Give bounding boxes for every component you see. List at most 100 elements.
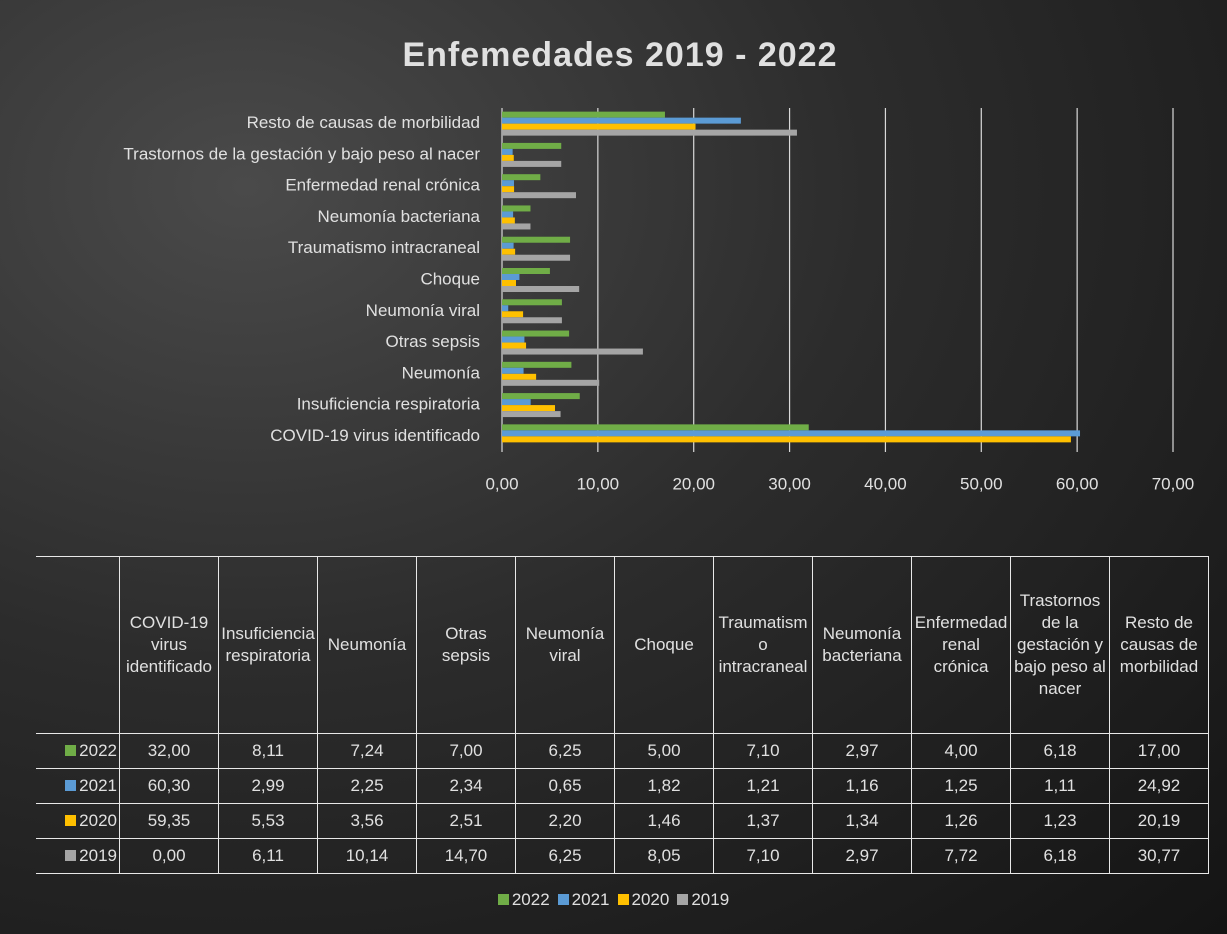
bar bbox=[502, 160, 562, 167]
row-label: 2020 bbox=[36, 803, 120, 839]
bar bbox=[502, 373, 537, 380]
table-cell: 6,18 bbox=[1010, 838, 1110, 874]
y-tick-label: Choque bbox=[420, 269, 480, 288]
data-table: COVID-19 virus identificado Insuficiencia… bbox=[36, 556, 1209, 874]
legend-swatch bbox=[617, 894, 629, 905]
row-label: 2022 bbox=[36, 733, 120, 769]
table-cell: 2,97 bbox=[812, 733, 912, 769]
bar bbox=[502, 129, 797, 136]
legend-label: 2022 bbox=[511, 890, 550, 909]
legend-item: 2019 bbox=[677, 890, 729, 909]
bar bbox=[502, 174, 541, 181]
table-cell: 2,99 bbox=[218, 768, 318, 804]
bar bbox=[502, 311, 524, 318]
y-tick-label: Insuficiencia respiratoria bbox=[297, 395, 481, 414]
bar bbox=[502, 186, 515, 193]
bar bbox=[502, 217, 515, 224]
x-tick-label: 70,00 bbox=[1152, 474, 1195, 493]
legend-item: 2020 bbox=[617, 890, 670, 909]
legend-label: 2020 bbox=[631, 890, 670, 909]
table-header: Neumonía viral bbox=[515, 556, 615, 734]
table-cell: 8,05 bbox=[614, 838, 714, 874]
bar bbox=[502, 405, 556, 412]
table-cell: 10,14 bbox=[317, 838, 417, 874]
table-header: Neumonía bbox=[317, 556, 417, 734]
table-header: Traumatismo intracraneal bbox=[713, 556, 813, 734]
table-cell: 3,56 bbox=[317, 803, 417, 839]
bar bbox=[502, 299, 562, 306]
y-tick-label: Enfermedad renal crónica bbox=[285, 176, 480, 195]
table-header: Choque bbox=[614, 556, 714, 734]
table-cell: 30,77 bbox=[1109, 838, 1209, 874]
bar bbox=[502, 192, 577, 199]
table-cell: 6,25 bbox=[515, 733, 615, 769]
bar bbox=[502, 305, 509, 312]
table-cell: 7,72 bbox=[911, 838, 1011, 874]
table-cell: 4,00 bbox=[911, 733, 1011, 769]
x-tick-label: 20,00 bbox=[672, 474, 715, 493]
y-tick-label: Trastornos de la gestación y bajo peso a… bbox=[123, 144, 480, 163]
legend-key bbox=[65, 815, 77, 826]
table-cell: 5,53 bbox=[218, 803, 318, 839]
table-header: Neumonía bacteriana bbox=[812, 556, 912, 734]
series-name: 2021 bbox=[79, 776, 117, 795]
bar bbox=[502, 211, 514, 218]
bar bbox=[502, 336, 525, 343]
table-cell: 17,00 bbox=[1109, 733, 1209, 769]
row-label: 2019 bbox=[36, 838, 120, 874]
table-cell: 2,51 bbox=[416, 803, 516, 839]
table-row: 2022 32,00 8,11 7,24 7,00 6,25 5,00 7,10 2,97 4,0… bbox=[36, 733, 1209, 769]
bar bbox=[502, 148, 513, 155]
table-cell: 32,00 bbox=[119, 733, 219, 769]
bar bbox=[502, 430, 1081, 437]
x-tick-label: 60,00 bbox=[1056, 474, 1099, 493]
y-tick-label: Otras sepsis bbox=[386, 332, 480, 351]
bar bbox=[502, 274, 520, 280]
bar bbox=[502, 205, 531, 212]
bar bbox=[502, 379, 600, 386]
legend-swatch bbox=[557, 894, 569, 905]
table-cell: 6,18 bbox=[1010, 733, 1110, 769]
bar bbox=[502, 123, 696, 130]
table-cell: 0,65 bbox=[515, 768, 615, 804]
table-cell: 6,11 bbox=[218, 838, 318, 874]
corner bbox=[36, 556, 120, 734]
y-tick-label: Neumonía bbox=[402, 363, 481, 382]
y-tick-label: Resto de causas de morbilidad bbox=[247, 113, 480, 132]
legend-key bbox=[65, 780, 77, 791]
table-cell: 2,25 bbox=[317, 768, 417, 804]
legend-swatch bbox=[497, 894, 509, 905]
table-header: Resto de causas de morbilidad bbox=[1109, 556, 1209, 734]
bar bbox=[502, 411, 561, 418]
chart-title: Enfemedades 2019 - 2022 bbox=[402, 36, 837, 74]
bar bbox=[502, 268, 550, 274]
bar bbox=[502, 248, 516, 255]
bar bbox=[502, 117, 741, 124]
x-tick-label: 10,00 bbox=[577, 474, 620, 493]
y-tick-label: COVID-19 virus identificado bbox=[270, 426, 480, 445]
legend-swatch bbox=[677, 894, 689, 905]
x-tick-label: 40,00 bbox=[864, 474, 907, 493]
table-header: Otras sepsis bbox=[416, 556, 516, 734]
x-tick-label: 30,00 bbox=[768, 474, 811, 493]
table-cell: 6,25 bbox=[515, 838, 615, 874]
bar bbox=[502, 242, 514, 249]
bar bbox=[502, 317, 562, 324]
table-cell: 1,23 bbox=[1010, 803, 1110, 839]
bar bbox=[502, 424, 809, 431]
bar bbox=[502, 330, 570, 337]
bar bbox=[502, 367, 524, 374]
series-name: 2020 bbox=[79, 811, 117, 830]
table-cell: 7,24 bbox=[317, 733, 417, 769]
row-label: 2021 bbox=[36, 768, 120, 804]
table-cell: 20,19 bbox=[1109, 803, 1209, 839]
y-tick-label: Neumonía bacteriana bbox=[317, 207, 480, 226]
bar bbox=[502, 280, 516, 286]
table-header: Trastornos de la gestación y bajo peso a… bbox=[1010, 556, 1110, 734]
legend-key bbox=[65, 850, 77, 861]
bar bbox=[502, 436, 1071, 443]
table-cell: 1,34 bbox=[812, 803, 912, 839]
table-cell: 14,70 bbox=[416, 838, 516, 874]
bar bbox=[502, 348, 643, 355]
